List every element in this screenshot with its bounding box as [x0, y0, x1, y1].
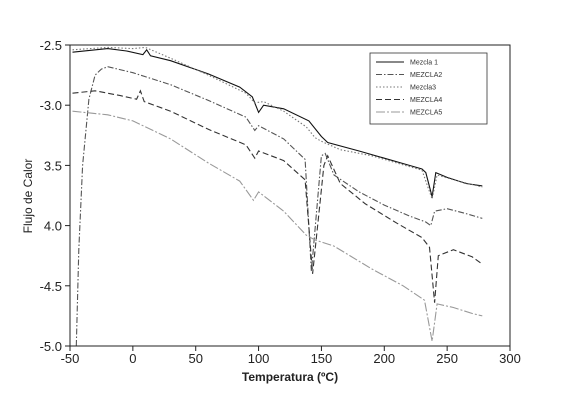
- x-axis-ticks: [69, 346, 511, 351]
- x-axis-title: Temperatura (ºC): [242, 370, 338, 384]
- y-tick-label: -4.5: [40, 279, 62, 294]
- plot-frame: [69, 44, 511, 347]
- y-tick-label: 3.5: [44, 158, 62, 173]
- legend-label-4: MEZCLA4: [410, 97, 442, 104]
- x-tick-label: 150: [311, 351, 333, 366]
- x-tick-label: 200: [373, 351, 395, 366]
- legend-label-1: Mezcla 1: [410, 60, 438, 67]
- series-line-4: [72, 89, 483, 303]
- y-tick-label: 4.0: [44, 219, 62, 234]
- x-tick-label: -50: [61, 351, 80, 366]
- y-tick-label: -3.0: [40, 98, 62, 113]
- series-line-5: [72, 110, 483, 342]
- legend: Mezcla 1 MEZCLA2 Mezcla3 MEZCLA4 MEZCLA5: [369, 52, 488, 125]
- x-tick-label: 100: [248, 351, 270, 366]
- y-axis-title: Flujo de Calor: [21, 159, 35, 234]
- y-tick-label: -5.0: [40, 339, 62, 354]
- plot-lines: [72, 46, 483, 347]
- x-tick-label: 300: [499, 351, 521, 366]
- x-tick-label: 250: [436, 351, 458, 366]
- x-tick-label: 0: [129, 351, 136, 366]
- x-axis-tick-labels: -50 0 50 100 150 200 250 300: [61, 351, 521, 366]
- legend-label-3: Mezcla3: [410, 85, 436, 92]
- y-axis-ticks: [65, 44, 70, 347]
- series-line-2: [75, 66, 483, 347]
- legend-box: [369, 52, 488, 125]
- legend-label-5: MEZCLA5: [410, 110, 442, 117]
- y-axis-tick-labels: -2.5 -3.0 3.5 4.0 -4.5 -5.0: [40, 38, 62, 354]
- legend-label-2: MEZCLA2: [410, 72, 442, 79]
- x-tick-label: 50: [188, 351, 202, 366]
- y-tick-label: -2.5: [40, 38, 62, 53]
- series-line-1: [72, 48, 483, 197]
